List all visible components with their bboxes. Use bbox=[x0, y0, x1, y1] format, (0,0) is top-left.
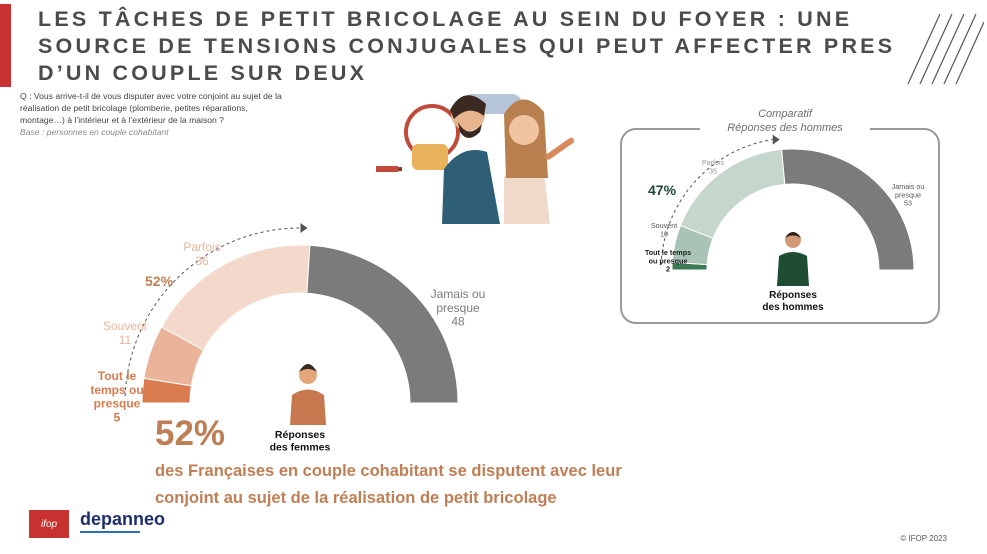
page-title: LES TÂCHES DE PETIT BRICOLAGE AU SEIN DU… bbox=[38, 6, 896, 87]
share-arc-dashed bbox=[660, 139, 773, 265]
arguing-couple-illustration bbox=[376, 94, 575, 224]
gauge-label-3: Parfois 36 bbox=[183, 240, 220, 268]
copyright: © IFOP 2023 bbox=[900, 534, 947, 543]
men-panel-title-line-2: Réponses des hommes bbox=[727, 122, 843, 134]
gauge-segment-4 bbox=[781, 148, 915, 271]
share-arc-arrowhead bbox=[772, 134, 780, 145]
share-arc-dashed bbox=[124, 227, 301, 397]
woman-head bbox=[299, 366, 317, 384]
ifop-logo: ifop bbox=[29, 510, 69, 538]
title-line-3: D’UN COUPLE SUR DEUX bbox=[38, 61, 368, 85]
headline-percent: 52% bbox=[155, 414, 226, 453]
woman-top bbox=[290, 389, 326, 425]
gauge-label-4: Jamais ou presque 53 bbox=[892, 182, 925, 208]
gauge-label-3: Parfois 35 bbox=[702, 158, 725, 175]
share-percent-label: 52% bbox=[145, 273, 174, 289]
gauge-label-4: Jamais ou presque 48 bbox=[431, 287, 486, 329]
men-panel-title: Comparatif Réponses des hommes bbox=[700, 107, 870, 135]
man-shirt bbox=[777, 252, 809, 286]
red-accent-bar bbox=[0, 4, 11, 87]
depanneo-logo-text: depanneo bbox=[80, 509, 166, 529]
men-panel-title-line-1: Comparatif bbox=[758, 108, 812, 120]
question-line-2: réalisation de petit bricolage (plomberi… bbox=[20, 103, 248, 113]
headline-text: des Françaises en couple cohabitant se d… bbox=[155, 458, 622, 512]
gauge-segment-3 bbox=[160, 244, 311, 351]
gauge-center-title: Réponses des hommes bbox=[762, 290, 824, 313]
gauge-label-2: Souvent 11 bbox=[103, 319, 148, 347]
question-line-1: Q : Vous arrive-t-il de vous disputer av… bbox=[20, 91, 282, 101]
man-hair bbox=[785, 232, 801, 238]
man-figure-icon bbox=[777, 232, 809, 286]
depanneo-logo: depanneo bbox=[80, 509, 165, 533]
gauge-segment-3 bbox=[679, 148, 786, 239]
gauge-label-1: Tout le temps ou presque 5 bbox=[90, 369, 143, 424]
woman-hair bbox=[299, 364, 317, 372]
men-gauge-chart: Tout le temps ou presque 2 Souvent 10 Parfois… bbox=[645, 134, 925, 313]
question-line-3: montage…) à l’intérieur et à l’extérieur… bbox=[20, 115, 224, 125]
gauge-segment-4 bbox=[306, 244, 459, 404]
survey-question: Q : Vous arrive-t-il de vous disputer av… bbox=[20, 90, 320, 138]
title-line-1: LES TÂCHES DE PETIT BRICOLAGE AU SEIN DU… bbox=[38, 7, 853, 31]
gauge-label-2: Souvent 10 bbox=[651, 221, 677, 238]
headline-line-1: des Françaises en couple cohabitant se d… bbox=[155, 462, 622, 480]
share-percent-label: 47% bbox=[648, 182, 677, 198]
question-base: Base : personnes en couple cohabitant bbox=[20, 127, 169, 137]
headline-line-2: conjoint au sujet de la réalisation de p… bbox=[155, 489, 557, 507]
hatch-decoration-icon bbox=[907, 13, 984, 85]
depanneo-underline bbox=[80, 531, 140, 533]
title-line-2: SOURCE DE TENSIONS CONJUGALES QUI PEUT A… bbox=[38, 34, 896, 58]
gauge-center-title: Réponses des femmes bbox=[270, 429, 331, 454]
share-arc-arrowhead bbox=[300, 223, 308, 234]
gauge-label-1: Tout le temps ou presque 2 bbox=[645, 248, 691, 274]
woman-figure-icon bbox=[290, 364, 326, 425]
